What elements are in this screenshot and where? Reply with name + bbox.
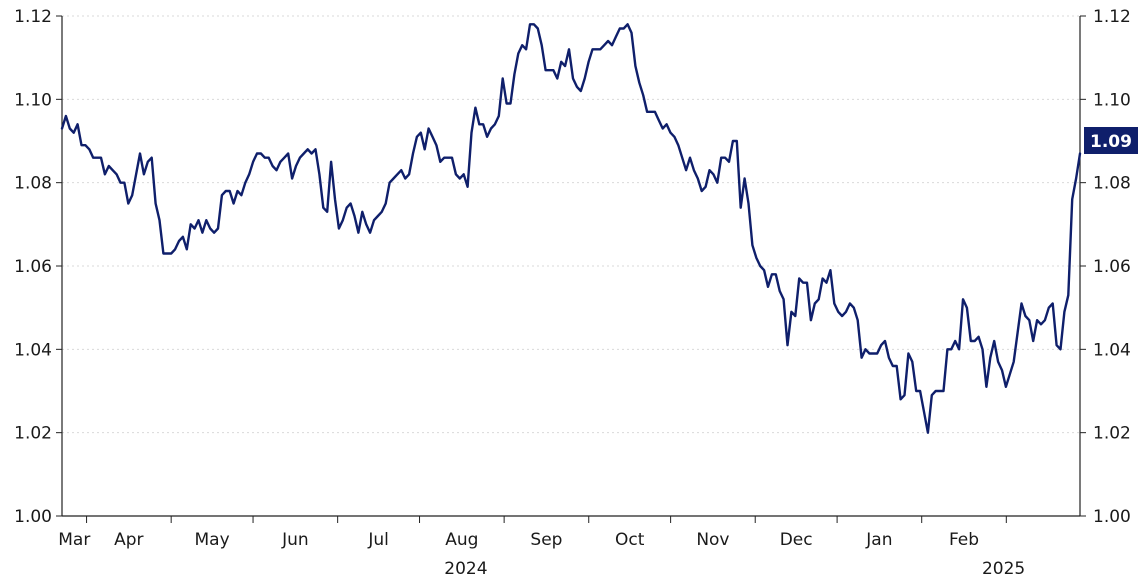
series-layer — [60, 23, 1082, 434]
y-tick-label-left: 1.08 — [14, 174, 52, 194]
year-label: 2024 — [444, 559, 487, 579]
y-tick-label-right: 1.10 — [1093, 90, 1131, 110]
month-label: Nov — [696, 530, 729, 550]
y-tick-label-right: 1.02 — [1093, 424, 1131, 444]
y-tick-label-right: 1.04 — [1093, 340, 1131, 360]
month-label: Jan — [865, 530, 892, 550]
month-label: Oct — [615, 530, 645, 550]
last-value-badge-label: 1.09 — [1090, 132, 1132, 152]
month-label: Dec — [780, 530, 813, 550]
y-tick-label-left: 1.10 — [14, 90, 52, 110]
month-label: Aug — [445, 530, 478, 550]
y-tick-label-right: 1.08 — [1093, 174, 1131, 194]
series-line — [60, 23, 1082, 434]
tick-labels: 1.00 1.00 1.02 1.02 1.04 1.04 1.06 1.06 1.08 1.08… — [14, 7, 1131, 579]
month-label: Feb — [949, 530, 979, 550]
y-tick-label-right: 1.06 — [1093, 257, 1131, 277]
last-value-badge: 1.09 — [1084, 127, 1138, 154]
month-label: Jun — [281, 530, 309, 550]
month-label: Apr — [114, 530, 143, 550]
year-label: 2025 — [982, 559, 1025, 579]
month-label: Jul — [367, 530, 389, 550]
y-tick-label-right: 1.12 — [1093, 7, 1131, 27]
y-tick-label-left: 1.04 — [14, 340, 52, 360]
y-tick-label-right: 1.00 — [1093, 507, 1131, 527]
y-tick-label-left: 1.12 — [14, 7, 52, 27]
month-label: Mar — [58, 530, 90, 550]
y-tick-label-left: 1.00 — [14, 507, 52, 527]
gridlines — [62, 15, 1080, 434]
y-tick-label-left: 1.06 — [14, 257, 52, 277]
month-label: May — [195, 530, 230, 550]
y-tick-label-left: 1.02 — [14, 424, 52, 444]
month-label: Sep — [530, 530, 562, 550]
axes — [56, 15, 1086, 523]
last-value-badge-background — [1084, 127, 1138, 154]
